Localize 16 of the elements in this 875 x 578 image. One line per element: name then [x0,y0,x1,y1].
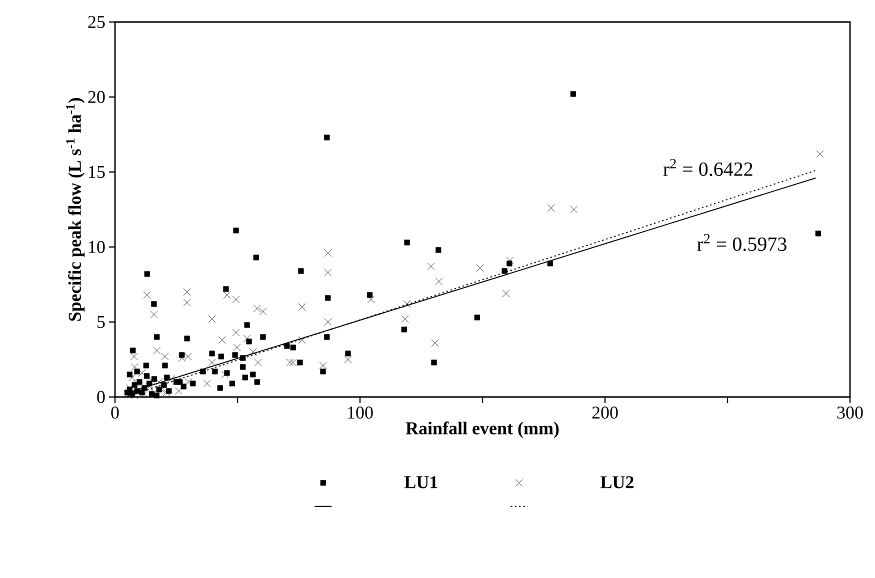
text: LU2 [600,476,634,488]
y-tick-label: 25 [88,16,105,28]
annotation: r$^{2}$ = 0.6422 [663,158,752,176]
x-tick-label: 0 [111,406,119,419]
annotation: r$^{2}$ = 0.5973 [697,234,786,252]
y-axis-title: Specific peak flow (L s$^{-1}$ ha$^{-1}$) [66,98,85,321]
y-tick-label: 20 [88,90,105,104]
text: LU1 [404,476,438,488]
x-axis-title: Rainfall event (mm) [406,422,559,438]
x-tick-label: 200 [592,406,618,419]
x-tick-label: 300 [837,406,863,419]
y-tick-label: 0 [97,390,105,404]
y-tick-label: 15 [89,166,105,178]
y-tick-label: 5 [98,316,105,328]
x-tick-label: 100 [348,406,373,419]
y-tick-label: 10 [89,240,105,254]
